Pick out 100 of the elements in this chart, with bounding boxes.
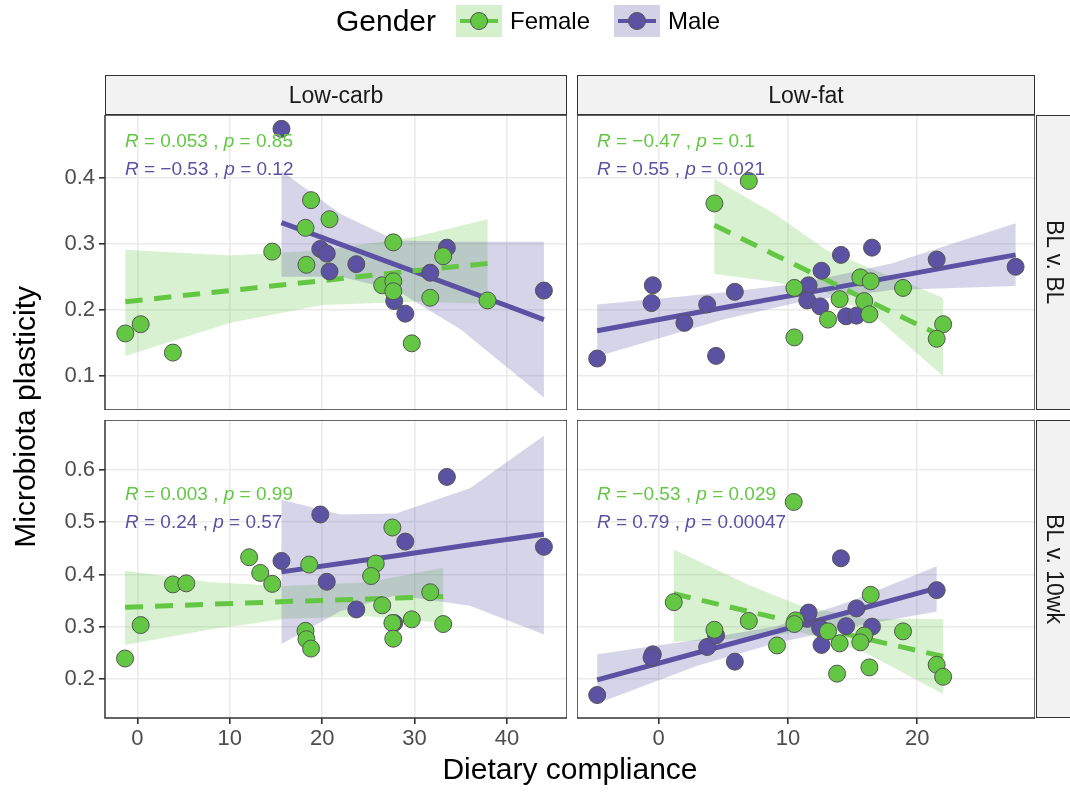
point [894, 278, 913, 297]
point [861, 585, 880, 604]
point [588, 349, 607, 368]
point [860, 305, 879, 324]
point [860, 658, 879, 677]
point [785, 278, 804, 297]
point [421, 583, 440, 602]
point [725, 282, 744, 301]
annotation: R = −0.53 , p = 0.029 [597, 483, 777, 504]
x-tick-label: 40 [494, 725, 520, 751]
point [934, 667, 953, 686]
y-tick-label: 0.2 [64, 295, 95, 321]
point [478, 291, 497, 310]
point [818, 622, 837, 641]
point [317, 244, 336, 263]
y-tick-label: 0.4 [64, 560, 95, 586]
point [894, 622, 913, 641]
x-tick-label: 0 [131, 725, 144, 751]
point [1006, 257, 1025, 276]
point [837, 617, 856, 636]
chart-title: Low-fat [577, 75, 1035, 115]
point [347, 255, 366, 274]
point [812, 261, 831, 280]
legend-label: Male [668, 7, 721, 35]
point [830, 290, 849, 309]
annotation: R = −0.47 , p = 0.1 [597, 130, 755, 151]
point [272, 551, 291, 570]
point [116, 649, 135, 668]
point [384, 282, 403, 301]
point [799, 603, 818, 622]
x-tick-label: 30 [402, 725, 427, 751]
y2-axis-title: BL v. BL [1040, 220, 1068, 305]
point [362, 567, 381, 586]
point [297, 255, 316, 274]
point [396, 304, 415, 323]
point [534, 281, 553, 300]
point [705, 620, 724, 639]
point [811, 297, 830, 316]
point [675, 313, 694, 332]
point [396, 532, 415, 551]
point [163, 343, 182, 362]
y-tick-label: 0.6 [64, 456, 95, 482]
y-tick-label: 0.4 [64, 163, 95, 189]
x-tick-label: 0 [652, 725, 665, 751]
y2-axis-title: BL v. 10wk [1040, 514, 1068, 624]
point [861, 272, 880, 291]
point [131, 616, 150, 635]
point [240, 548, 259, 567]
point [402, 334, 421, 353]
point [263, 574, 282, 593]
point [421, 263, 440, 282]
point [851, 633, 870, 652]
point [347, 600, 366, 619]
annotation: R = 0.79 , p = 0.00047 [597, 511, 787, 532]
point [664, 593, 683, 612]
y-tick-label: 0.3 [64, 612, 95, 638]
point [707, 346, 726, 365]
point [116, 324, 135, 343]
point [643, 276, 662, 295]
point [830, 634, 849, 653]
y-tick-label: 0.2 [64, 664, 95, 690]
y-tick-label: 0.5 [64, 508, 95, 534]
point [862, 238, 881, 257]
point [698, 638, 717, 657]
point [384, 233, 403, 252]
point [831, 245, 850, 264]
point [847, 599, 866, 618]
x-tick-label: 10 [217, 725, 242, 751]
y-axis-title: Microbiota plasticity [8, 285, 42, 548]
point [302, 639, 321, 658]
x-tick-label: 10 [775, 725, 801, 751]
annotation: R = 0.003 , p = 0.99 [125, 483, 293, 504]
point [317, 572, 336, 591]
point [725, 652, 744, 671]
x-tick-label: 20 [309, 725, 335, 751]
point [302, 191, 321, 210]
point [320, 210, 339, 229]
point [588, 686, 607, 705]
annotation: R = −0.53 , p = 0.12 [125, 158, 294, 179]
legend-label: Female [510, 7, 591, 35]
point [927, 581, 946, 600]
point [927, 250, 946, 269]
point [383, 518, 402, 537]
point [642, 294, 661, 313]
legend-title: Gender [335, 4, 436, 38]
point [434, 247, 453, 266]
y-tick-label: 0.3 [64, 229, 95, 255]
point [828, 664, 847, 683]
point [263, 242, 282, 261]
point [384, 629, 403, 648]
point [927, 329, 946, 348]
point [402, 610, 421, 629]
point [831, 549, 850, 568]
point [812, 635, 831, 654]
point [784, 492, 803, 511]
point [437, 467, 456, 486]
point [311, 505, 330, 524]
y-tick-label: 0.1 [64, 361, 95, 387]
point [320, 262, 339, 281]
point [534, 537, 553, 556]
